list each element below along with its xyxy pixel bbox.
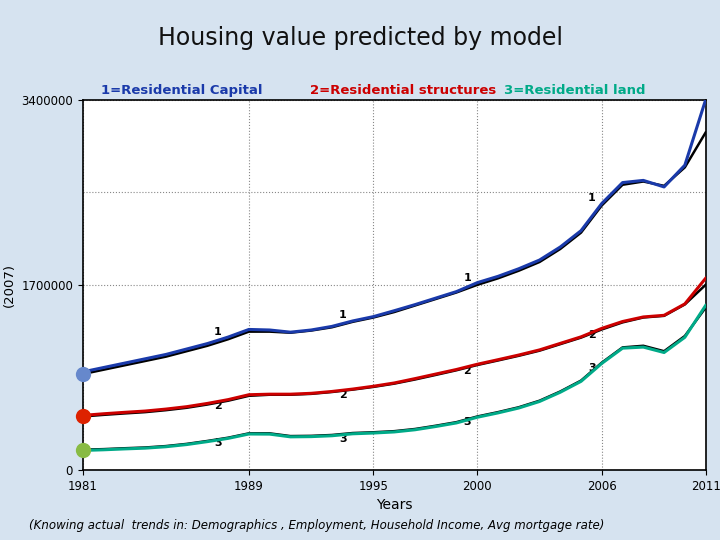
Text: 3=Residential land: 3=Residential land <box>504 84 646 97</box>
Text: 3: 3 <box>339 434 346 443</box>
Text: 1=Residential Capital: 1=Residential Capital <box>101 84 262 97</box>
Text: 2=Residential structures: 2=Residential structures <box>310 84 496 97</box>
Text: 1: 1 <box>338 310 346 320</box>
Text: Housing value predicted by model: Housing value predicted by model <box>158 25 562 50</box>
Text: 3: 3 <box>215 438 222 448</box>
Text: 3: 3 <box>464 417 471 427</box>
Text: 2: 2 <box>588 330 595 340</box>
Text: (Knowing actual  trends in: Demographics , Employment, Household Income, Avg mor: (Knowing actual trends in: Demographics … <box>29 519 604 532</box>
Text: 2: 2 <box>338 390 346 400</box>
Y-axis label: $M CAD
(2007): $M CAD (2007) <box>0 259 16 311</box>
Text: 2: 2 <box>214 401 222 411</box>
X-axis label: Years: Years <box>376 498 413 512</box>
Text: 3: 3 <box>588 363 595 373</box>
Text: 2: 2 <box>463 366 471 376</box>
Text: 1: 1 <box>463 273 471 283</box>
Text: 1: 1 <box>588 193 595 204</box>
Text: 1: 1 <box>214 327 222 338</box>
